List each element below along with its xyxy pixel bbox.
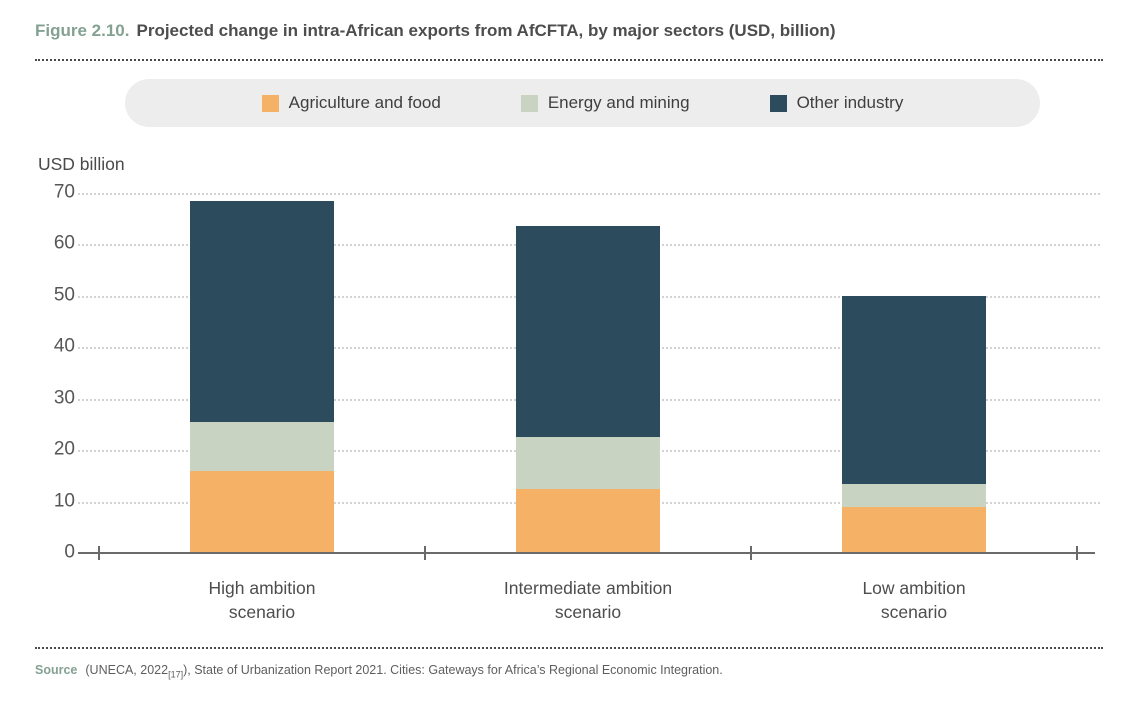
legend-swatch-other-icon [769, 94, 787, 112]
y-tick-label-10: 10 [53, 490, 75, 512]
y-tick-label-0: 0 [64, 541, 75, 563]
legend-label-agriculture: Agriculture and food [288, 93, 441, 112]
y-tick-label-30: 30 [53, 387, 75, 409]
x-axis-tick-0 [98, 546, 100, 560]
bar-2-segment-energy-and-mining [516, 437, 660, 489]
bar-1-segment-agriculture-and-food [190, 470, 334, 553]
x-label-line: High ambition [208, 578, 316, 598]
source-reference-number: [17] [168, 669, 184, 680]
y-tick-label-20: 20 [53, 438, 75, 460]
x-axis-tick-2 [750, 546, 752, 560]
x-label-intermediate-ambition: Intermediate ambition scenario [438, 576, 738, 624]
figure-title-text: Projected change in intra-African export… [136, 21, 836, 40]
legend-item-energy-and-mining: Energy and mining [520, 93, 690, 113]
bar-1-segment-energy-and-mining [190, 421, 334, 471]
y-tick-label-70: 70 [53, 181, 75, 203]
x-label-line: scenario [554, 602, 622, 622]
legend-label-other: Other industry [796, 93, 904, 112]
bar-3-segment-energy-and-mining [842, 483, 986, 507]
y-axis-title: USD billion [38, 154, 125, 174]
legend-item-agriculture-and-food: Agriculture and food [261, 93, 441, 113]
gridline-70 [78, 193, 1100, 195]
x-axis-tick-1 [424, 546, 426, 560]
x-label-line: scenario [228, 602, 296, 622]
bottom-divider [35, 647, 1103, 649]
x-label-high-ambition: High ambition scenario [112, 576, 412, 624]
x-axis-line [78, 552, 1095, 554]
bar-2-segment-other-industry [516, 226, 660, 438]
legend-item-other-industry: Other industry [769, 93, 904, 113]
x-axis-tick-3 [1076, 546, 1078, 560]
source-label: Source [35, 663, 78, 677]
y-tick-label-50: 50 [53, 284, 75, 306]
x-label-line: Intermediate ambition [503, 578, 673, 598]
plot-area: 70 60 50 40 30 20 10 0 [54, 182, 1100, 563]
bar-2-segment-agriculture-and-food [516, 488, 660, 553]
x-label-line: Low ambition [862, 578, 966, 598]
x-label-low-ambition: Low ambition scenario [764, 576, 1064, 624]
legend-swatch-energy-icon [520, 94, 538, 112]
x-label-line: scenario [880, 602, 948, 622]
figure-number-label: Figure 2.10. [35, 21, 130, 40]
top-divider [35, 59, 1103, 61]
source-citation-post: ), State of Urbanization Report 2021. Ci… [183, 663, 723, 677]
source-citation-pre: (UNECA, 2022 [85, 663, 169, 677]
y-tick-label-40: 40 [53, 335, 75, 357]
source-line: Source (UNECA, 2022[17]), State of Urbani… [35, 663, 723, 680]
y-tick-label-60: 60 [53, 232, 75, 254]
bar-3-segment-other-industry [842, 295, 986, 484]
chart-legend: Agriculture and food Energy and mining O… [125, 79, 1040, 127]
bar-3-segment-agriculture-and-food [842, 506, 986, 553]
legend-label-energy: Energy and mining [547, 93, 690, 112]
figure-title: Figure 2.10. Projected change in intra-Af… [35, 21, 835, 41]
legend-swatch-agriculture-icon [261, 94, 279, 112]
bar-1-segment-other-industry [190, 200, 334, 422]
